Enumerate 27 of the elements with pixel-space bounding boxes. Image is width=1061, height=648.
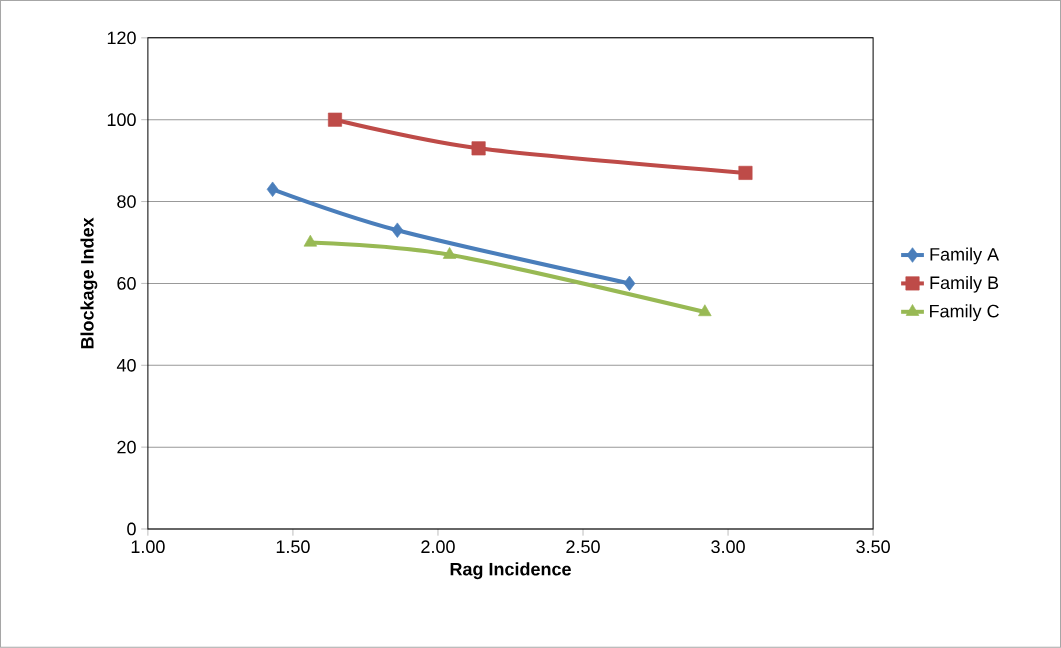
legend-label: Family B [930, 275, 999, 293]
legend-label: Family A [930, 247, 1000, 265]
y-tick-label: 80 [117, 195, 136, 208]
x-tick-label: 1.50 [276, 540, 310, 554]
y-tick-label: 120 [107, 31, 136, 45]
y-tick-label: 60 [117, 277, 136, 290]
point [391, 222, 404, 238]
x-tick-label: 3.00 [711, 540, 745, 554]
x-tick-label: 2.00 [421, 540, 455, 554]
x-axis-title: Rag Incidence [450, 562, 571, 580]
point [266, 181, 279, 198]
y-axis-title: Blockage Index [80, 217, 98, 349]
legend-label: Family C [930, 304, 999, 322]
point [738, 165, 753, 180]
point [442, 247, 457, 259]
point [303, 234, 318, 247]
x-tick-label: 2.50 [566, 540, 600, 554]
x-tick-label: 1.00 [131, 540, 165, 554]
point [471, 141, 486, 156]
y-tick-label: 0 [127, 522, 136, 536]
point [698, 304, 712, 317]
y-tick-label: 100 [107, 113, 136, 127]
y-tick-label: 40 [116, 358, 136, 372]
point [327, 112, 342, 127]
x-tick-label: 3.50 [856, 540, 890, 554]
y-tick-label: 20 [117, 440, 136, 454]
point [623, 275, 636, 292]
